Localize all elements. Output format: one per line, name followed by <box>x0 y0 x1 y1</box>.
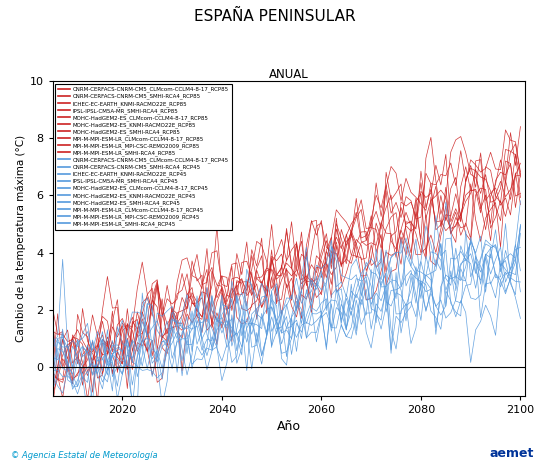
Y-axis label: Cambio de la temperatura máxima (°C): Cambio de la temperatura máxima (°C) <box>15 135 25 342</box>
X-axis label: Año: Año <box>277 420 301 433</box>
Text: ESPAÑA PENINSULAR: ESPAÑA PENINSULAR <box>194 9 356 24</box>
Legend: CNRM-CERFACS-CNRM-CM5_CLMcom-CCLM4-8-17_RCP85, CNRM-CERFACS-CNRM-CM5_SMHI-RCA4_R: CNRM-CERFACS-CNRM-CM5_CLMcom-CCLM4-8-17_… <box>56 84 232 230</box>
Title: ANUAL: ANUAL <box>269 68 309 81</box>
Text: aemet: aemet <box>489 447 534 460</box>
Text: © Agencia Estatal de Meteorología: © Agencia Estatal de Meteorología <box>11 451 158 460</box>
